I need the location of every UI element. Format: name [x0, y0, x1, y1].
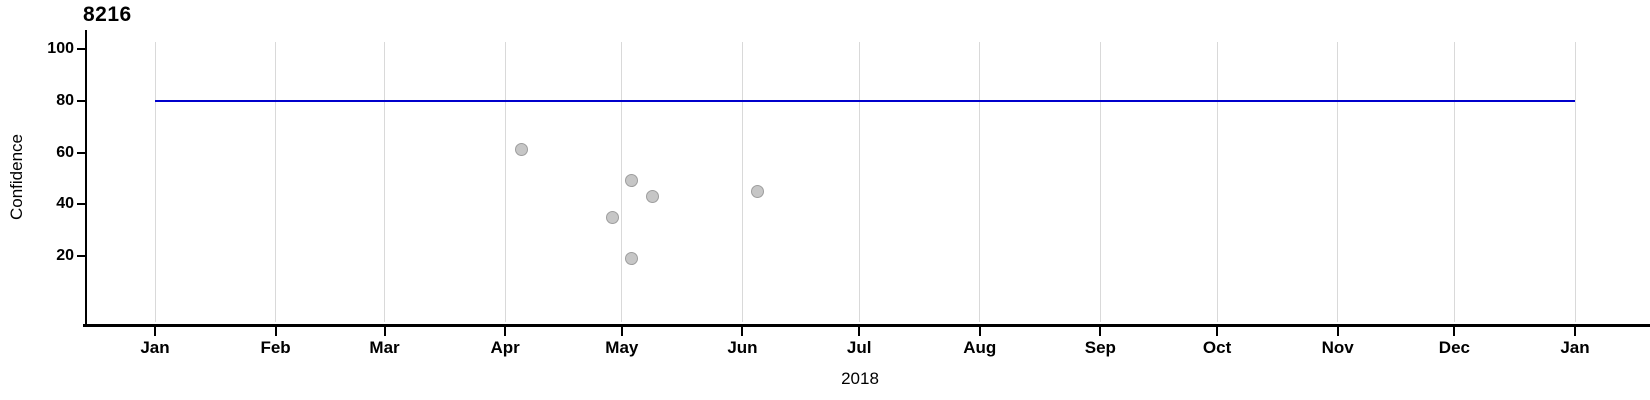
x-tick-mark	[978, 327, 981, 336]
x-tick-label: Jul	[846, 338, 872, 357]
y-axis-line	[85, 30, 87, 325]
month-gridline	[621, 42, 623, 322]
y-tick-label: 100	[47, 40, 74, 57]
x-tick-label: Jan	[140, 338, 170, 357]
month-gridline	[1453, 42, 1455, 322]
threshold-line	[155, 99, 1575, 102]
x-tick-label: Sep	[1084, 338, 1116, 357]
month-gridline	[1574, 42, 1576, 322]
x-tick-label: May	[605, 338, 639, 357]
month-gridline	[1337, 42, 1339, 322]
data-point	[750, 184, 764, 198]
x-tick-label: Oct	[1202, 338, 1232, 357]
x-tick-mark	[154, 327, 156, 336]
y-tick-mark	[77, 99, 85, 102]
y-tick-mark	[77, 151, 85, 154]
x-tick-label: Nov	[1321, 338, 1354, 357]
x-tick-mark	[858, 327, 861, 336]
x-tick-label: Apr	[490, 338, 520, 357]
x-tick-mark	[1453, 327, 1456, 336]
x-tick-mark	[1216, 327, 1219, 336]
x-axis-line	[83, 324, 1650, 327]
x-tick-mark	[1336, 327, 1339, 336]
x-tick-label: Aug	[963, 338, 997, 357]
x-tick-label: Feb	[260, 338, 291, 357]
y-tick-mark	[77, 203, 85, 206]
month-gridline	[858, 42, 860, 322]
y-tick-label: 60	[56, 143, 74, 161]
y-tick-mark	[77, 48, 85, 50]
x-tick-mark	[274, 327, 277, 336]
x-tick-mark	[741, 327, 744, 336]
x-tick-label: Dec	[1438, 338, 1470, 357]
x-tick-mark	[1099, 327, 1102, 336]
data-point	[645, 189, 659, 203]
data-point	[624, 252, 638, 266]
x-tick-mark	[620, 327, 623, 336]
x-tick-label: Jun	[727, 338, 758, 357]
month-gridline	[384, 42, 386, 322]
x-tick-label: Mar	[369, 338, 400, 357]
y-tick-mark	[77, 255, 85, 257]
x-axis-title: 2018	[841, 369, 879, 388]
x-tick-mark	[383, 327, 386, 336]
month-gridline	[741, 42, 743, 322]
month-gridline	[275, 42, 277, 322]
month-gridline	[154, 42, 156, 322]
month-gridline	[1099, 42, 1101, 322]
y-tick-label: 40	[56, 195, 74, 213]
data-point	[515, 143, 529, 157]
month-gridline	[504, 42, 506, 322]
month-gridline	[979, 42, 981, 322]
x-tick-mark	[1574, 327, 1576, 336]
x-tick-label: Jan	[1560, 338, 1590, 357]
data-point	[625, 174, 639, 188]
data-point	[605, 210, 619, 224]
month-gridline	[1216, 42, 1218, 322]
y-axis-title: Confidence	[7, 134, 26, 221]
chart-title: 8216	[83, 3, 132, 26]
y-tick-label: 20	[56, 247, 74, 264]
x-tick-mark	[504, 327, 507, 336]
y-tick-label: 80	[56, 91, 74, 109]
